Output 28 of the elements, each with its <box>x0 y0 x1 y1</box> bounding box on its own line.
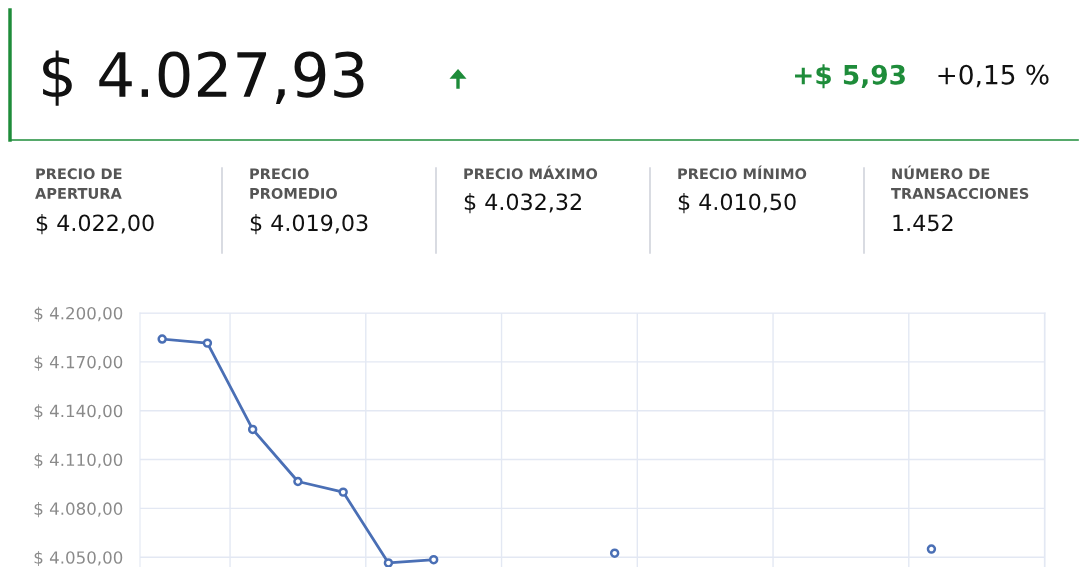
point <box>247 424 258 435</box>
text: +0,15 % <box>938 64 1049 88</box>
y-tick-label: $ 4.200,00 <box>34 306 123 322</box>
text: PRECIO MÁXIMO <box>464 165 598 180</box>
y-tick-label: $ 4.170,00 <box>34 355 123 371</box>
text: $ 4.027,93 <box>43 50 364 106</box>
y-tick-label: $ 4.050,00 <box>34 550 123 567</box>
point <box>926 544 937 554</box>
point <box>293 476 303 487</box>
point <box>428 554 439 565</box>
point <box>157 334 167 344</box>
point <box>338 487 348 497</box>
point <box>202 338 213 348</box>
text: $ 4.019,03 <box>250 214 368 235</box>
y-tick-label: $ 4.110,00 <box>34 453 123 469</box>
text: PRECIO PROMEDIO <box>250 168 337 199</box>
point <box>609 548 620 558</box>
text: $ 4.032,32 <box>464 193 581 214</box>
text: NÚMERO DE TRANSACCIONES <box>891 165 1029 199</box>
text: PRECIO MÍNIMO <box>678 165 807 180</box>
point <box>383 558 394 567</box>
text: 1.452 <box>893 214 953 232</box>
text: $ 4.010,50 <box>678 193 796 214</box>
text: +$ 5,93 <box>795 64 905 89</box>
y-tick-label: $ 4.080,00 <box>34 502 123 518</box>
y-tick-label: $ 4.140,00 <box>34 404 123 420</box>
text: $ 4.022,00 <box>36 214 154 235</box>
text: PRECIO DE APERTURA <box>35 168 122 199</box>
